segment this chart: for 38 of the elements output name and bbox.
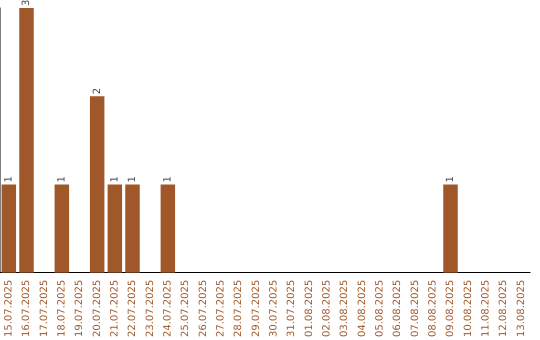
x-tick-label: 12.08.2025: [498, 280, 510, 338]
x-tick-label: 20.07.2025: [92, 280, 103, 338]
x-tick-label: 21.07.2025: [109, 280, 120, 338]
x-tick-label: 01.08.2025: [304, 280, 315, 338]
x-tick-label: 30.07.2025: [268, 280, 280, 338]
x-tick-label: 24.07.2025: [162, 280, 174, 338]
data-label: 1: [162, 176, 174, 182]
x-tick-label: 09.08.2025: [445, 280, 456, 338]
x-tick-label: 11.08.2025: [480, 280, 492, 338]
x-tick-label: 10.08.2025: [462, 280, 474, 338]
x-tick-label: 22.07.2025: [127, 280, 138, 338]
x-tick-label: 19.07.2025: [74, 280, 86, 338]
data-label: 1: [56, 176, 68, 182]
data-label: 1: [3, 176, 14, 182]
x-tick-label: 23.07.2025: [144, 280, 156, 338]
x-tick-label: 03.08.2025: [339, 280, 350, 338]
x-tick-label: 25.07.2025: [180, 280, 192, 338]
x-tick-label: 07.08.2025: [410, 280, 421, 338]
x-tick-label: 17.07.2025: [38, 280, 50, 338]
x-tick-label: 29.07.2025: [250, 280, 262, 338]
data-label: 2: [92, 88, 103, 94]
data-label: 1: [445, 176, 456, 182]
x-tick-label: 27.07.2025: [215, 280, 226, 338]
x-tick-label: 02.08.2025: [321, 280, 332, 338]
x-tick-label: 26.07.2025: [198, 280, 209, 338]
x-tick-label: 04.08.2025: [356, 280, 368, 338]
x-tick-label: 18.07.2025: [56, 280, 68, 338]
x-tick-label: 16.07.2025: [21, 280, 32, 338]
x-tick-label: 31.07.2025: [286, 280, 298, 338]
x-tick-label: 06.08.2025: [392, 280, 404, 338]
x-tick-label: 28.07.2025: [233, 280, 244, 338]
x-tick-label: 05.08.2025: [374, 280, 386, 338]
data-label: 1: [109, 176, 120, 182]
x-tick-label: 13.08.2025: [516, 280, 527, 338]
x-tick-label: 15.07.2025: [3, 280, 14, 338]
data-label: 3: [21, 0, 32, 6]
x-tick-label: 08.08.2025: [427, 280, 438, 338]
data-label: 1: [127, 176, 138, 182]
